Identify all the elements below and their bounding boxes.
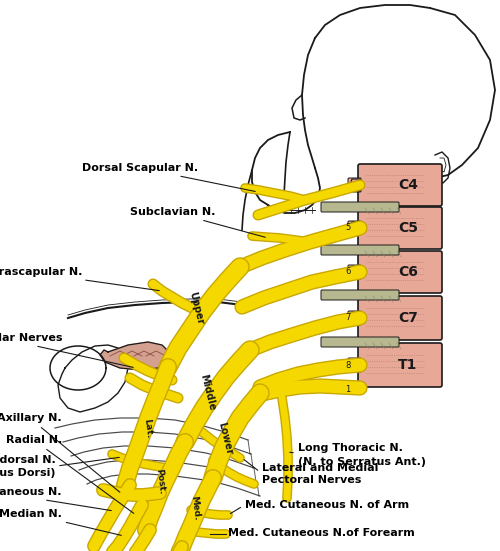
FancyBboxPatch shape bbox=[321, 337, 399, 347]
Text: Med. Cutaneous N.of Forearm: Med. Cutaneous N.of Forearm bbox=[228, 528, 415, 538]
FancyBboxPatch shape bbox=[358, 251, 442, 293]
FancyBboxPatch shape bbox=[348, 265, 361, 279]
FancyBboxPatch shape bbox=[358, 207, 442, 249]
Text: Med.: Med. bbox=[189, 495, 201, 521]
FancyBboxPatch shape bbox=[321, 290, 399, 300]
Text: C4: C4 bbox=[398, 178, 418, 192]
Text: Radial N.: Radial N. bbox=[6, 435, 134, 514]
Text: Upper: Upper bbox=[187, 290, 205, 326]
Text: Lat.: Lat. bbox=[142, 418, 154, 438]
Text: 7: 7 bbox=[346, 314, 350, 322]
Text: (N. to Latissimus Dorsi): (N. to Latissimus Dorsi) bbox=[0, 468, 56, 478]
FancyBboxPatch shape bbox=[358, 296, 442, 340]
Text: (N. to Serratus Ant.): (N. to Serratus Ant.) bbox=[298, 457, 426, 467]
Text: Post.: Post. bbox=[154, 468, 166, 495]
Polygon shape bbox=[50, 346, 106, 390]
FancyBboxPatch shape bbox=[358, 164, 442, 206]
Text: C6: C6 bbox=[398, 265, 418, 279]
Text: Ulnar N.: Ulnar N. bbox=[0, 550, 1, 551]
FancyBboxPatch shape bbox=[348, 358, 361, 372]
Text: Subscapular Nerves: Subscapular Nerves bbox=[0, 333, 134, 368]
Text: Median N.: Median N. bbox=[0, 509, 122, 536]
Text: T1: T1 bbox=[398, 358, 417, 372]
Text: 5: 5 bbox=[346, 224, 350, 233]
Text: Suprascapular N.: Suprascapular N. bbox=[0, 267, 160, 290]
Text: Thoracodorsal N.: Thoracodorsal N. bbox=[0, 455, 56, 465]
Text: 1: 1 bbox=[346, 386, 350, 395]
FancyBboxPatch shape bbox=[358, 343, 442, 387]
FancyBboxPatch shape bbox=[348, 178, 361, 192]
Text: 8: 8 bbox=[346, 360, 350, 370]
Text: C5: C5 bbox=[398, 221, 418, 235]
Text: Pectoral Nerves: Pectoral Nerves bbox=[262, 475, 362, 485]
Polygon shape bbox=[100, 342, 170, 370]
Text: Axillary N.: Axillary N. bbox=[0, 413, 120, 492]
Text: 6: 6 bbox=[346, 267, 350, 277]
FancyBboxPatch shape bbox=[348, 221, 361, 235]
Text: Dorsal Scapular N.: Dorsal Scapular N. bbox=[82, 163, 256, 191]
FancyBboxPatch shape bbox=[321, 202, 399, 212]
FancyBboxPatch shape bbox=[321, 245, 399, 255]
Polygon shape bbox=[58, 345, 128, 412]
Text: Lateral and Medial: Lateral and Medial bbox=[262, 463, 378, 473]
Text: Subclavian N.: Subclavian N. bbox=[130, 207, 266, 237]
Text: C7: C7 bbox=[398, 311, 418, 325]
Text: Musculocutaneous N.: Musculocutaneous N. bbox=[0, 487, 112, 511]
Text: Middle: Middle bbox=[198, 372, 218, 411]
FancyBboxPatch shape bbox=[348, 311, 361, 325]
Text: Med. Cutaneous N. of Arm: Med. Cutaneous N. of Arm bbox=[245, 500, 409, 510]
Text: Long Thoracic N.: Long Thoracic N. bbox=[298, 443, 403, 453]
Text: Lower: Lower bbox=[216, 420, 234, 455]
